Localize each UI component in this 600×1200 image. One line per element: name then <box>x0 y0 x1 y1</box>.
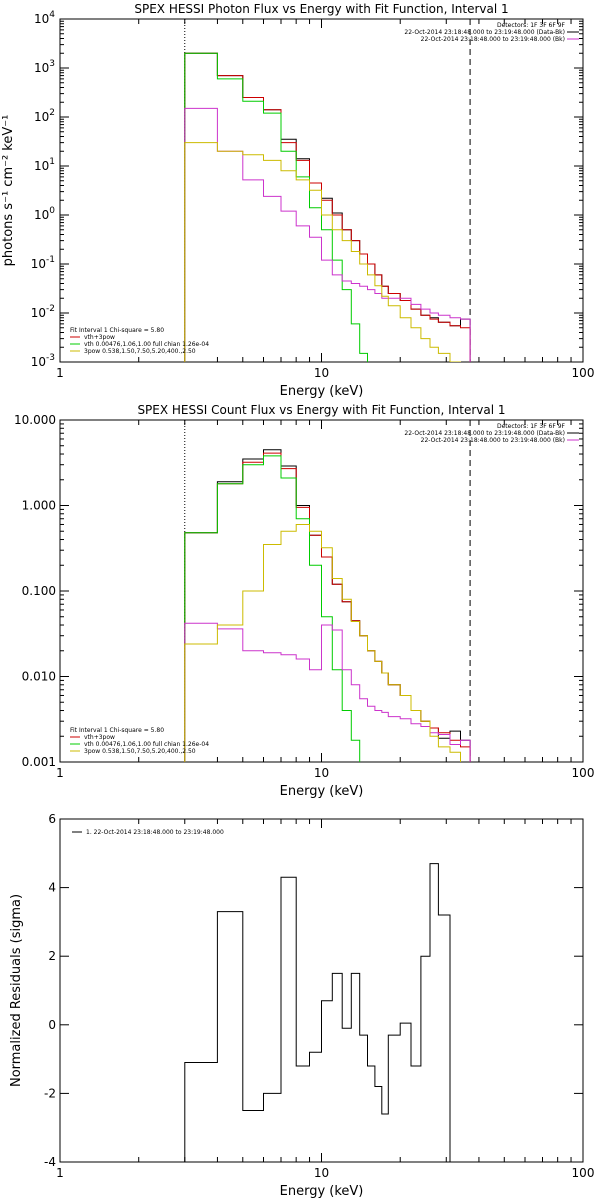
x-axis-label: Energy (keV) <box>280 1184 364 1199</box>
x-tick-label: 10 <box>314 366 329 380</box>
x-tick-label: 1 <box>56 766 64 780</box>
y-tick-label: 2 <box>48 949 56 963</box>
legend-text: 22-Oct-2014 23:18:48.000 to 23:19:48.000… <box>404 430 565 437</box>
y-tick-label: 0.100 <box>22 584 56 598</box>
series-1-line <box>184 863 451 1162</box>
x-tick-label: 1 <box>56 366 64 380</box>
y-axis-label: Normalized Residuals (sigma) <box>9 894 24 1087</box>
y-tick-label: 0 <box>48 1018 56 1032</box>
legend-text: 3pow 0.538,1.50,7.50,5.20,400.,2.50 <box>84 348 196 355</box>
series-4-line <box>184 622 471 762</box>
y-tick-label: 0.001 <box>22 755 56 769</box>
y-tick-label: 10-1 <box>31 255 55 271</box>
legend-text: vth+3pow <box>84 334 115 341</box>
x-axis-label: Energy (keV) <box>280 784 364 799</box>
legend-text: vth+3pow <box>84 734 115 741</box>
legend-text: Detectors: 1F 3F 6F 9F <box>497 423 566 430</box>
y-axis-label: photons s⁻¹ cm⁻² keV⁻¹ <box>1 115 16 267</box>
series-1-line <box>184 52 471 362</box>
x-axis-label: Energy (keV) <box>280 384 364 399</box>
y-tick-label: 0.010 <box>22 670 56 684</box>
y-tick-label: 104 <box>34 10 55 26</box>
panel-3-frame <box>59 818 584 1163</box>
y-tick-label: 10-3 <box>31 353 55 369</box>
x-tick-label: 100 <box>572 1166 595 1180</box>
legend-text: Fit Interval 1 Chi-square = 5.80 <box>70 327 164 334</box>
y-tick-label: 1.000 <box>22 499 56 513</box>
legend-text: Detectors: 1F 3F 6F 9F <box>497 22 566 29</box>
series-5-line <box>184 142 461 362</box>
y-tick-label: 6 <box>48 812 56 826</box>
y-tick-label: 10.000 <box>14 413 56 427</box>
y-tick-label: -2 <box>44 1086 56 1100</box>
legend-text: Fit Interval 1 Chi-square = 5.80 <box>70 727 164 734</box>
panel-title: SPEX HESSI Count Flux vs Energy with Fit… <box>137 403 505 417</box>
x-tick-label: 100 <box>572 366 595 380</box>
y-tick-label: 100 <box>34 206 55 222</box>
y-tick-label: 101 <box>34 157 55 173</box>
series-4-line <box>184 107 471 362</box>
series-3-line <box>184 455 361 762</box>
y-tick-label: -4 <box>44 1155 56 1169</box>
series-1-line <box>184 449 471 762</box>
x-tick-label: 10 <box>314 1166 329 1180</box>
y-tick-label: 102 <box>34 108 55 124</box>
legend-text: 22-Oct-2014 23:18:48.000 to 23:19:48.000… <box>421 437 565 444</box>
y-tick-label: 10-2 <box>31 304 55 320</box>
panel-title: SPEX HESSI Photon Flux vs Energy with Fi… <box>134 2 508 16</box>
legend-text: vth 0.00476,1.06,1.00 full chian 1.26e-0… <box>84 341 209 348</box>
legend-text: 22-Oct-2014 23:18:48.000 to 23:19:48.000… <box>404 29 565 36</box>
x-tick-label: 1 <box>56 1166 64 1180</box>
series-3-line <box>184 52 368 362</box>
series-2-line <box>184 452 471 762</box>
legend-text: 3pow 0.538,1.50,7.50,5.20,400.,2.50 <box>84 748 196 755</box>
legend-text: vth 0.00476,1.06,1.00 full chian 1.26e-0… <box>84 741 209 748</box>
legend-text: 22-Oct-2014 23:18:48.000 to 23:19:48.000… <box>421 36 565 43</box>
y-tick-label: 103 <box>34 59 55 75</box>
legend-text: 1. 22-Oct-2014 23:18:48.000 to 23:19:48.… <box>86 829 224 836</box>
y-tick-label: 4 <box>48 881 56 895</box>
x-tick-label: 10 <box>314 766 329 780</box>
series-5-line <box>184 524 461 762</box>
x-tick-label: 100 <box>572 766 595 780</box>
series-2-line <box>184 52 471 362</box>
